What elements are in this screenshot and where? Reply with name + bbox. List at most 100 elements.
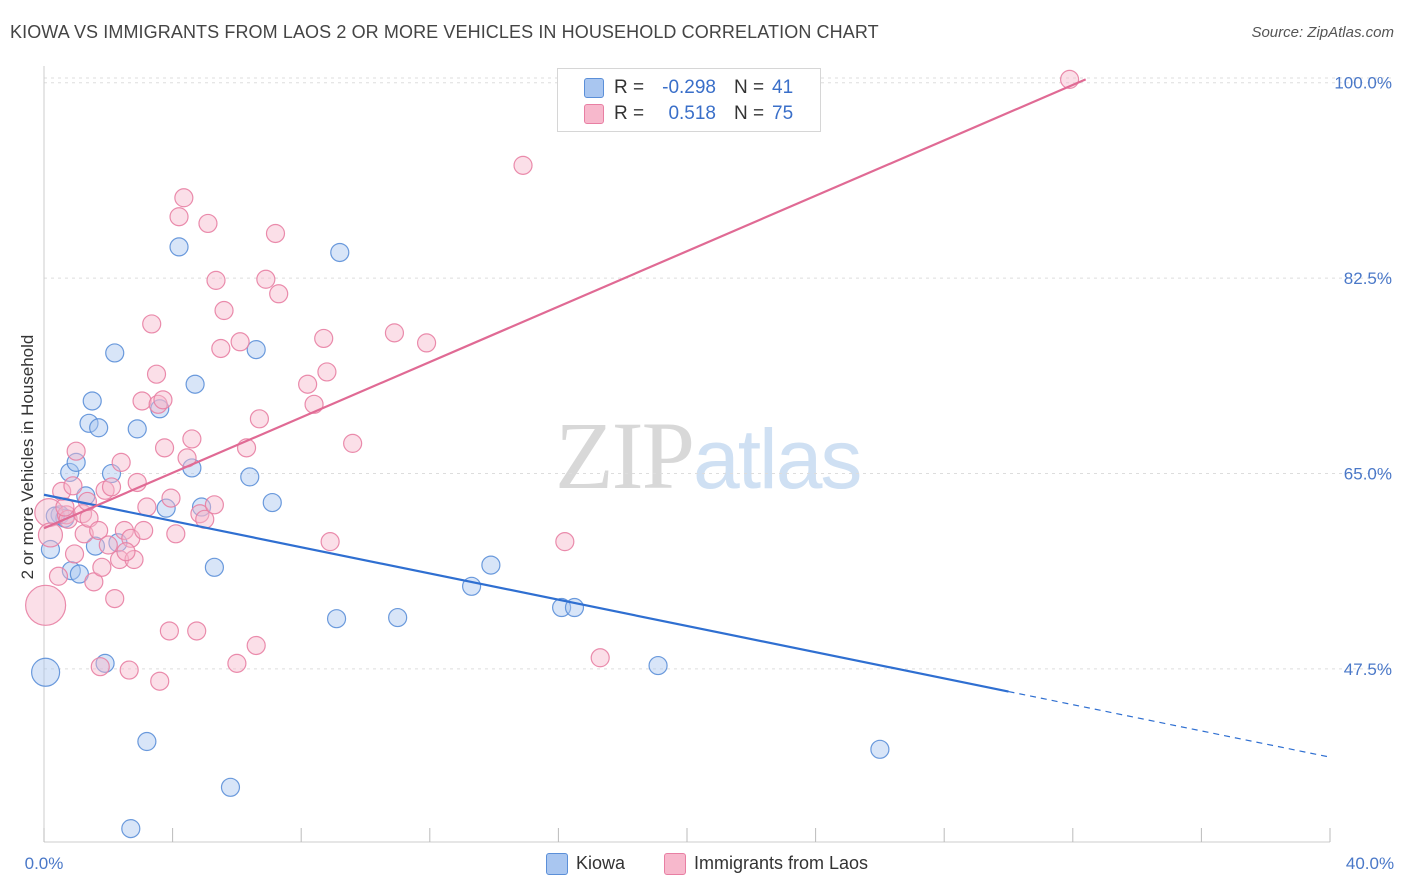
laos-point (166, 524, 186, 544)
kiowa-point (870, 739, 890, 759)
laos-point (320, 532, 340, 552)
kiowa-swatch (584, 78, 604, 98)
laos-point (137, 497, 157, 517)
grid-lines (44, 77, 1394, 670)
laos-point (116, 542, 136, 562)
laos-point (249, 409, 270, 429)
kiowa-point (388, 607, 408, 628)
kiowa-point (156, 498, 176, 518)
laos-point (169, 207, 189, 227)
kiowa-point (40, 539, 61, 560)
kiowa-trend-extension (1008, 690, 1331, 758)
laos-trend-line (43, 78, 1087, 530)
laos-point (64, 544, 85, 564)
laos-point (555, 532, 575, 552)
laos-point (304, 394, 324, 414)
r-label: R = (614, 103, 645, 124)
laos-swatch (584, 104, 604, 124)
laos-point (182, 429, 202, 449)
y-tick-label: 47.5% (1344, 660, 1392, 679)
kiowa-point (481, 555, 501, 575)
laos-point (227, 653, 247, 673)
laos-point (84, 572, 104, 592)
laos-point (142, 314, 162, 334)
watermark-atlas: atlas (693, 412, 862, 506)
stats-legend: R = -0.298 N = 41 R = 0.518 N = 75 (557, 68, 821, 132)
laos-point (198, 213, 218, 234)
stats-row-kiowa: R = -0.298 N = 41 (558, 76, 820, 100)
laos-point (265, 223, 286, 244)
laos-point (384, 323, 405, 343)
series-legend: Kiowa Immigrants from Laos (0, 852, 1406, 878)
series-laos (25, 69, 1080, 691)
kiowa-trend-line (43, 493, 1009, 693)
tick-labels: 47.5% 65.0% 82.5% 100.0% 0.0% 40.0% (25, 74, 1394, 873)
laos-point (187, 621, 207, 641)
kiowa-point (185, 374, 205, 394)
kiowa-point (330, 242, 350, 263)
kiowa-point (31, 657, 61, 687)
kiowa-point (82, 391, 102, 411)
laos-point (25, 584, 67, 626)
kiowa-point (169, 237, 189, 257)
laos-point (416, 333, 437, 353)
laos-point (256, 269, 276, 289)
laos-point (161, 488, 181, 508)
y-tick-label: 65.0% (1344, 465, 1392, 484)
laos-point (174, 188, 194, 208)
laos-point (150, 671, 170, 691)
laos-point (211, 338, 231, 359)
laos-point (214, 300, 234, 321)
laos-swatch (664, 853, 686, 875)
source-credit: Source: ZipAtlas.com (1251, 24, 1394, 41)
laos-point (269, 284, 289, 304)
laos-point (52, 481, 72, 502)
laos-point (114, 520, 134, 541)
kiowa-point (262, 492, 282, 513)
y-tick-label: 100.0% (1334, 74, 1392, 93)
laos-point (204, 495, 224, 515)
laos-point (246, 635, 266, 656)
x-tick-label: 0.0% (25, 854, 64, 873)
kiowa-point (137, 731, 157, 752)
laos-point (90, 657, 110, 677)
laos-point (132, 391, 152, 411)
laos-point (119, 660, 139, 680)
laos-point (314, 328, 334, 349)
laos-point (590, 648, 610, 668)
n-label: N = (734, 77, 765, 98)
r-value: 0.518 (668, 103, 716, 124)
legend-label: Kiowa (576, 853, 626, 873)
laos-point (98, 535, 118, 555)
laos-point (111, 452, 131, 472)
laos-point (63, 476, 83, 496)
stats-row-laos: R = 0.518 N = 75 (558, 102, 820, 126)
r-value: -0.298 (662, 77, 716, 98)
laos-point (66, 441, 86, 461)
laos-point (109, 549, 130, 570)
laos-point (343, 433, 363, 453)
kiowa-swatch (546, 853, 568, 875)
kiowa-point (648, 655, 668, 676)
kiowa-point (326, 609, 347, 629)
laos-point (124, 549, 144, 570)
laos-point (105, 588, 125, 609)
trend-lines (43, 78, 1331, 758)
kiowa-point (89, 418, 109, 438)
x-tick-label: 40.0% (1346, 854, 1394, 873)
axes (43, 66, 1331, 843)
laos-point (154, 438, 175, 458)
laos-point (134, 520, 154, 541)
y-tick-label: 82.5% (1344, 269, 1392, 288)
kiowa-point (204, 557, 224, 577)
laos-point (513, 155, 533, 175)
laos-point (230, 332, 250, 352)
n-value: 41 (772, 77, 794, 98)
legend-label: Immigrants from Laos (694, 853, 869, 873)
kiowa-point (105, 343, 125, 363)
laos-point (89, 520, 109, 541)
laos-point (146, 364, 167, 384)
series-kiowa (31, 237, 890, 839)
watermark-zip: ZIP (555, 402, 695, 509)
